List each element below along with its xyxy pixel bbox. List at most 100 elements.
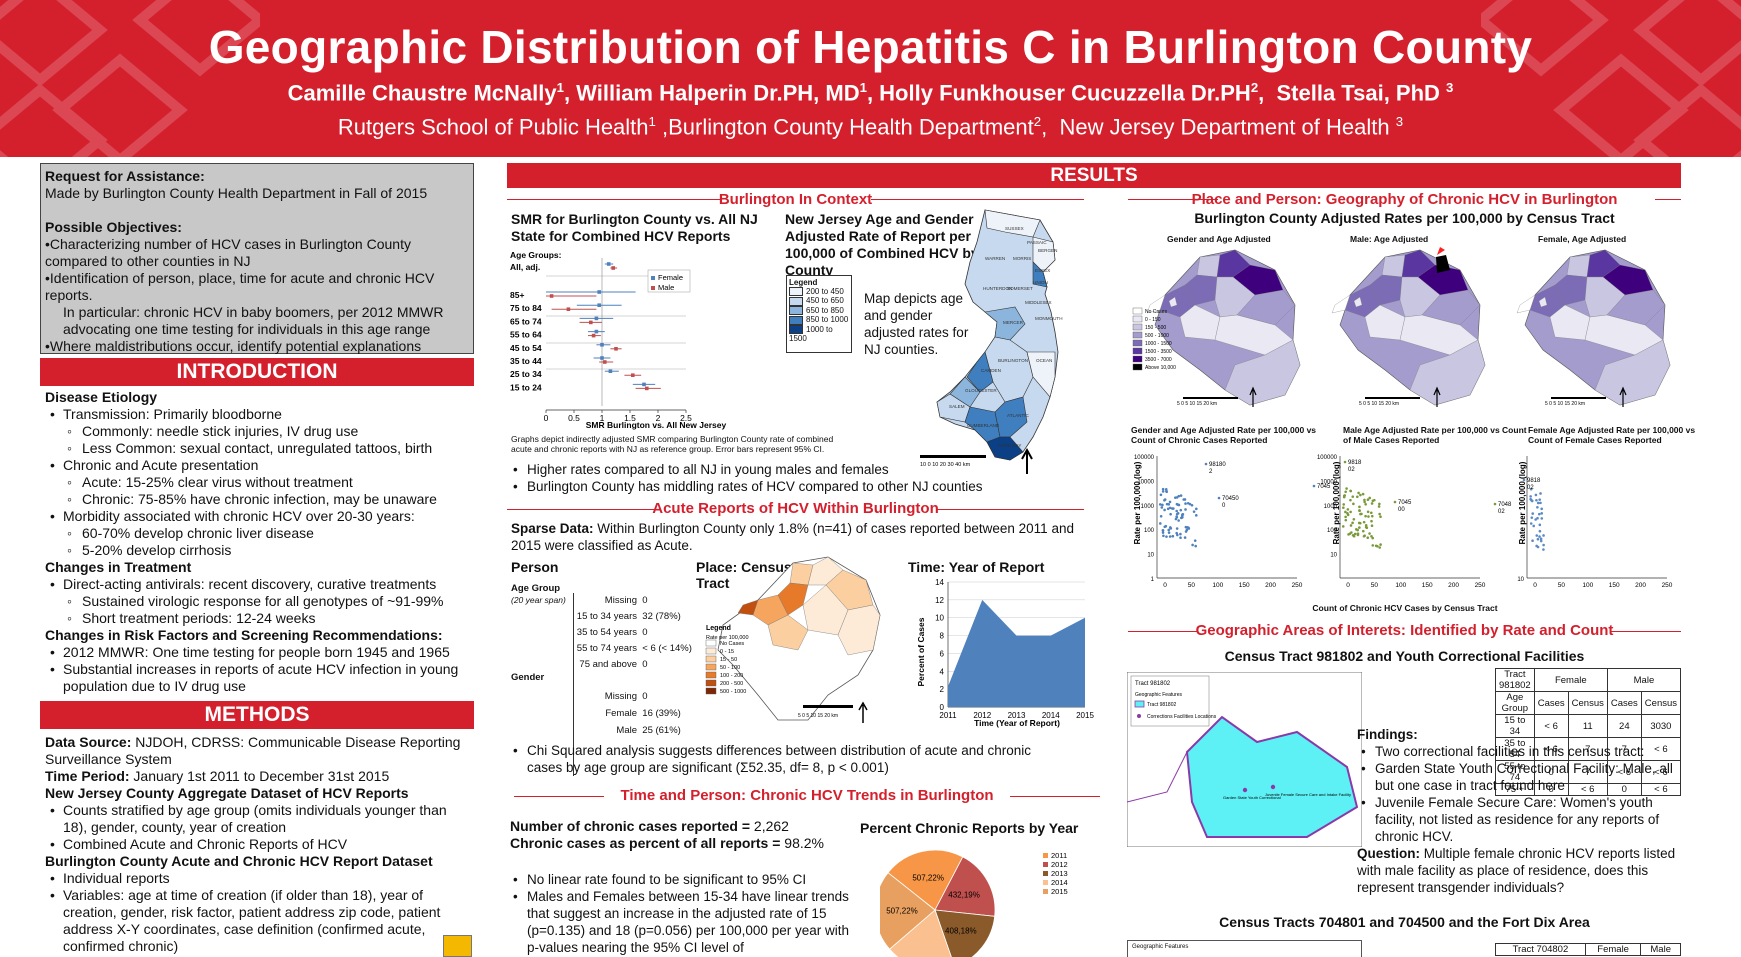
question-text: Multiple female chronic HCV reports list…	[1357, 846, 1676, 895]
smr-point	[642, 382, 646, 387]
table-header-row: Age Group Cases Census Cases Census	[1495, 691, 1682, 715]
context-bullet: Higher rates compared to all NJ in young…	[509, 461, 1009, 478]
scatter-y-tick: 10	[1517, 577, 1524, 583]
scatter-point	[1361, 529, 1365, 533]
legend-swatch	[789, 306, 803, 316]
scatter-annotation: 9818	[1348, 460, 1362, 466]
county-label: BERGEN	[1038, 248, 1057, 253]
chronic-summary: Number of chronic cases reported = 2,262…	[510, 818, 824, 852]
scatter-point	[1540, 512, 1544, 515]
scatter-x-tick: 150	[1239, 582, 1250, 589]
county-label: MIDDLESEX	[1025, 300, 1052, 305]
scatter-point	[1366, 498, 1370, 502]
time-y-tick: 12	[935, 596, 944, 605]
chronic-bullet: Males and Females between 15-34 have lin…	[509, 888, 849, 956]
pie-legend-label: 2012	[1051, 860, 1068, 869]
scatter-point	[1534, 518, 1537, 521]
scatter-point	[1342, 503, 1346, 506]
legend-swatch	[789, 315, 803, 325]
chronic-legend-label: 500 - 1000	[1145, 333, 1169, 339]
scatter-point	[1194, 544, 1197, 548]
scatter-annotation: 00	[1398, 507, 1405, 513]
scale-bar	[803, 705, 853, 708]
scatter-x-tick: 200	[1448, 582, 1459, 589]
smr-category-label: 65 to 74	[510, 316, 542, 326]
tract1-legend-label: Tract 981802	[1147, 702, 1176, 708]
legend-swatch	[789, 324, 803, 334]
time-x-tick: 2014	[1042, 711, 1060, 720]
scatter-point	[1539, 492, 1542, 495]
pie-slice	[887, 849, 964, 911]
smr-point	[591, 333, 596, 338]
rule	[507, 509, 657, 510]
data-source: Data Source: NJDOH, CDRSS: Communicable …	[45, 734, 474, 768]
chronic-trends-heading: Time and Person: Chronic HCV Trends in B…	[507, 787, 1107, 804]
nj-map-legend: Legend 200 to 450 450 to 650 650 to 850 …	[786, 275, 852, 353]
facility-marker	[1242, 787, 1248, 793]
scatter-point	[1159, 514, 1163, 518]
request-box: Request for Assistance: Made by Burlingt…	[40, 163, 474, 354]
tract2-map: Geographic Features	[1127, 940, 1362, 957]
legend-swatch	[1132, 355, 1143, 363]
age-group-label: Age Group	[511, 583, 561, 594]
scatter-point	[1363, 498, 1366, 502]
scatter-x-tick: 250	[1475, 582, 1486, 589]
scatter-x-tick: 250	[1292, 582, 1303, 589]
interest-heading-text: Geographic Areas of Interets: Identified…	[1195, 622, 1614, 639]
smr-point	[600, 343, 604, 347]
legend-swatch	[705, 671, 717, 679]
scatter-x-tick: 200	[1635, 582, 1646, 589]
objective-item: In particular: chronic HCV in baby boome…	[63, 304, 444, 337]
smr-legend-marker	[651, 276, 655, 280]
scatter-point	[1370, 519, 1373, 523]
scatter-point	[1378, 502, 1381, 506]
place-heading: Place: Census Tract	[696, 559, 792, 591]
scatter-point	[1367, 515, 1370, 518]
county-label: CAMDEN	[981, 368, 1001, 373]
county-label: MERCER	[1003, 320, 1024, 325]
objective-item: •Where maldistributions occur, identify …	[45, 338, 422, 354]
smr-tick-label: 2.5	[680, 413, 692, 423]
intro-subbullet: 60-70% develop chronic liver disease	[45, 525, 474, 542]
scatter-point	[1362, 520, 1366, 524]
nj-legend-item: 1000 to 1500	[789, 325, 849, 343]
scatter-x-tick: 200	[1265, 582, 1276, 589]
tract1-legend-label: Corrections Facilities Locations	[1147, 714, 1217, 720]
county-label: ESSEX	[1035, 268, 1050, 273]
smr-category-label: All, adj.	[510, 262, 540, 272]
etiology-heading: Disease Etiology	[45, 389, 158, 405]
pie-legend-label: 2011	[1051, 851, 1067, 860]
chronic-legend-label: 1000 - 1500	[1145, 341, 1172, 347]
burl-maps-title: Burlington County Adjusted Rates per 100…	[1194, 210, 1615, 226]
scatter-point	[1341, 525, 1345, 528]
place-legend-label: 500 - 1000	[720, 689, 746, 695]
rule	[514, 796, 604, 797]
age-group-note: (20 year span)	[511, 595, 566, 605]
chronic-bullet: No linear rate found to be significant t…	[509, 871, 849, 888]
nj-legend-item: 450 to 650	[789, 296, 849, 306]
scatter-point	[1351, 521, 1354, 525]
scatter-point	[1357, 491, 1360, 495]
age-row: 15 to 34 years 32 (78%)	[573, 609, 693, 625]
author-name: Stella Tsai, PhD	[1276, 80, 1440, 106]
acute-heading-text: Acute Reports of HCV Within Burlington	[652, 500, 939, 517]
tract1-title: Census Tract 981802 and Youth Correction…	[1224, 648, 1585, 664]
intro-bullet: Morbidity associated with chronic HCV ov…	[45, 508, 474, 525]
scatter-y-label: Rate per 100,000 (log)	[1133, 461, 1142, 544]
scatter-point	[1351, 533, 1355, 537]
scatter-x-tick: 50	[1558, 582, 1566, 589]
scatter-point	[1522, 478, 1526, 482]
scatter-point	[1163, 525, 1167, 529]
scatter-point	[1184, 502, 1187, 505]
scatter-point	[1161, 487, 1165, 491]
scatter-point	[1183, 536, 1187, 539]
scatter-point	[1312, 484, 1316, 488]
table-header-row: Tract 704802 Female Male	[1495, 943, 1681, 956]
facility-icon	[1137, 714, 1141, 718]
risk-heading: Changes in Risk Factors and Screening Re…	[45, 627, 443, 643]
chronic-legend-label: 1500 - 3500	[1145, 349, 1172, 355]
chronic-legend-label: 3500 - 7000	[1145, 357, 1172, 363]
rule	[1610, 631, 1681, 632]
sparse-text: Within Burlington County only 1.8% (n=41…	[511, 521, 1074, 553]
scatter-point	[1542, 543, 1545, 547]
